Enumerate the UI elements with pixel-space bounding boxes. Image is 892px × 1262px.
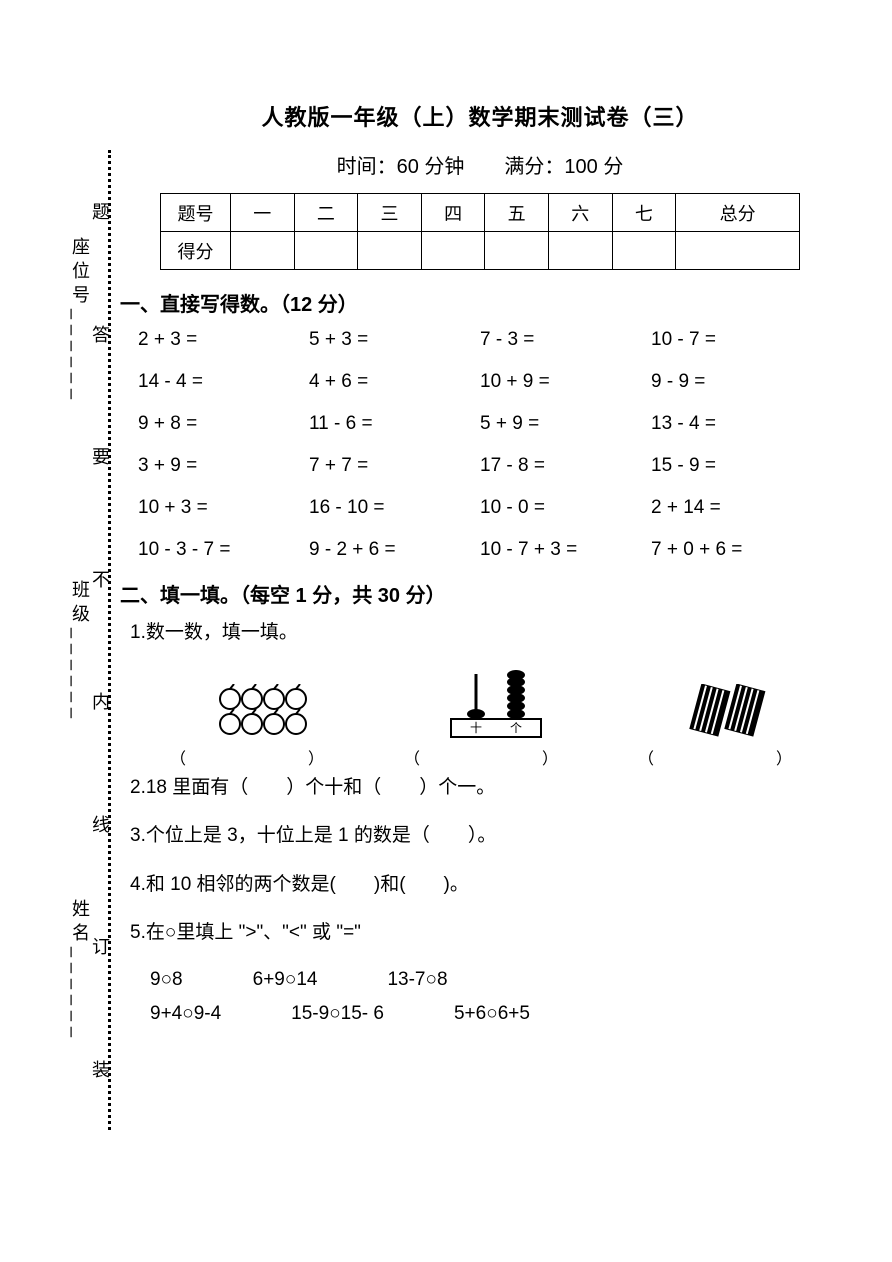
blank-cell xyxy=(231,232,295,270)
calc-item: 17 - 8 = xyxy=(480,455,651,477)
calc-item: 2 + 3 = xyxy=(138,329,309,351)
calc-item: 15 - 9 = xyxy=(651,455,822,477)
compare-item: 5+6○6+5 xyxy=(454,1003,530,1025)
compare-item: 15-9○15- 6 xyxy=(291,1003,384,1025)
th-cell: 题号 xyxy=(161,194,231,232)
blank-cell xyxy=(548,232,612,270)
sticks-icon xyxy=(685,684,775,739)
q2-text: 2.18 里面有（ ）个十和（ ）个一。 xyxy=(130,775,830,802)
paren-blank: （ ） xyxy=(170,745,354,769)
table-row: 题号 一 二 三 四 五 六 七 总分 xyxy=(161,194,800,232)
calc-item: 4 + 6 = xyxy=(309,371,480,393)
compare-item: 9+4○9-4 xyxy=(150,1003,221,1025)
binding-label-seat: 座位号______ xyxy=(67,237,93,405)
page-content: 人教版一年级（上）数学期末测试卷（三） 时间：60 分钟 满分：100 分 题号… xyxy=(120,100,840,1037)
abacus-icon: 十 个 xyxy=(446,669,546,739)
calc-item: 3 + 9 = xyxy=(138,455,309,477)
calc-item: 10 + 9 = xyxy=(480,371,651,393)
section1-heading: 一、直接写得数。（12 分） xyxy=(120,288,840,317)
blank-cell xyxy=(676,232,800,270)
calc-item: 5 + 3 = xyxy=(309,329,480,351)
blank-cell xyxy=(358,232,422,270)
abacus-image-box: 十 个 （ ） xyxy=(404,669,588,769)
calc-item: 2 + 14 = xyxy=(651,497,822,519)
binding-label-class: 班级______ xyxy=(67,580,93,724)
q5-text: 5.在○里填上 ">"、"<" 或 "=" xyxy=(130,920,830,947)
apples-image-box: （ ） xyxy=(170,684,354,769)
svg-text:十: 十 xyxy=(470,721,482,735)
calc-item: 10 - 3 - 7 = xyxy=(138,539,309,561)
table-row: 得分 xyxy=(161,232,800,270)
blank-cell xyxy=(612,232,676,270)
calc-item: 7 + 0 + 6 = xyxy=(651,539,822,561)
calc-item: 11 - 6 = xyxy=(309,413,480,435)
binding-char: 线 xyxy=(92,811,110,837)
svg-text:个: 个 xyxy=(510,721,522,735)
calc-item: 7 - 3 = xyxy=(480,329,651,351)
compare-row-1: 9○8 6+9○14 13-7○8 xyxy=(150,969,840,991)
th-cell: 六 xyxy=(548,194,612,232)
calc-item: 9 + 8 = xyxy=(138,413,309,435)
binding-char: 装 xyxy=(92,1056,110,1082)
q3-text: 3.个位上是 3，十位上是 1 的数是（ ）。 xyxy=(130,823,830,850)
sticks-image-box: （ ） xyxy=(638,684,822,769)
th-cell: 七 xyxy=(612,194,676,232)
paren-blank: （ ） xyxy=(638,745,822,769)
calc-item: 9 - 2 + 6 = xyxy=(309,539,480,561)
th-cell: 二 xyxy=(294,194,358,232)
compare-item: 13-7○8 xyxy=(387,969,447,991)
blank-cell xyxy=(421,232,485,270)
compare-item: 6+9○14 xyxy=(253,969,318,991)
binding-char: 订 xyxy=(92,933,110,959)
th-cell: 四 xyxy=(421,194,485,232)
page-title: 人教版一年级（上）数学期末测试卷（三） xyxy=(120,100,840,132)
calc-item: 16 - 10 = xyxy=(309,497,480,519)
calc-item: 9 - 9 = xyxy=(651,371,822,393)
calc-item: 10 - 7 + 3 = xyxy=(480,539,651,561)
calc-item: 7 + 7 = xyxy=(309,455,480,477)
calc-grid: 2 + 3 =5 + 3 =7 - 3 =10 - 7 = 14 - 4 =4 +… xyxy=(138,329,822,561)
calc-item: 10 + 3 = xyxy=(138,497,309,519)
th-cell: 三 xyxy=(358,194,422,232)
page-subtitle: 时间：60 分钟 满分：100 分 xyxy=(120,150,840,179)
paren-blank: （ ） xyxy=(404,745,588,769)
th-cell: 总分 xyxy=(676,194,800,232)
calc-item: 10 - 7 = xyxy=(651,329,822,351)
binding-char: 内 xyxy=(92,688,110,714)
section2-heading: 二、填一填。（每空 1 分，共 30 分） xyxy=(120,579,840,608)
calc-item: 13 - 4 = xyxy=(651,413,822,435)
binding-label-name: 姓名______ xyxy=(67,899,93,1043)
th-cell: 五 xyxy=(485,194,549,232)
th-cell: 一 xyxy=(231,194,295,232)
binding-char: 要 xyxy=(92,443,110,469)
calc-item: 10 - 0 = xyxy=(480,497,651,519)
apples-icon xyxy=(212,684,312,739)
binding-inner-labels: 装 订 线 内 不 要 答 题 xyxy=(92,150,110,1130)
binding-char: 题 xyxy=(92,198,110,224)
q1-text: 1.数一数，填一填。 xyxy=(130,620,830,647)
compare-item: 9○8 xyxy=(150,969,183,991)
compare-row-2: 9+4○9-4 15-9○15- 6 5+6○6+5 xyxy=(150,1003,840,1025)
binding-char: 答 xyxy=(92,321,110,347)
q4-text: 4.和 10 相邻的两个数是( )和( )。 xyxy=(130,872,830,899)
calc-item: 5 + 9 = xyxy=(480,413,651,435)
blank-cell xyxy=(294,232,358,270)
calc-item: 14 - 4 = xyxy=(138,371,309,393)
score-table: 题号 一 二 三 四 五 六 七 总分 得分 xyxy=(160,193,800,270)
blank-cell xyxy=(485,232,549,270)
counting-images-row: （ ） 十 个 （ ） xyxy=(170,669,840,769)
row-label-cell: 得分 xyxy=(161,232,231,270)
binding-char: 不 xyxy=(92,566,110,592)
